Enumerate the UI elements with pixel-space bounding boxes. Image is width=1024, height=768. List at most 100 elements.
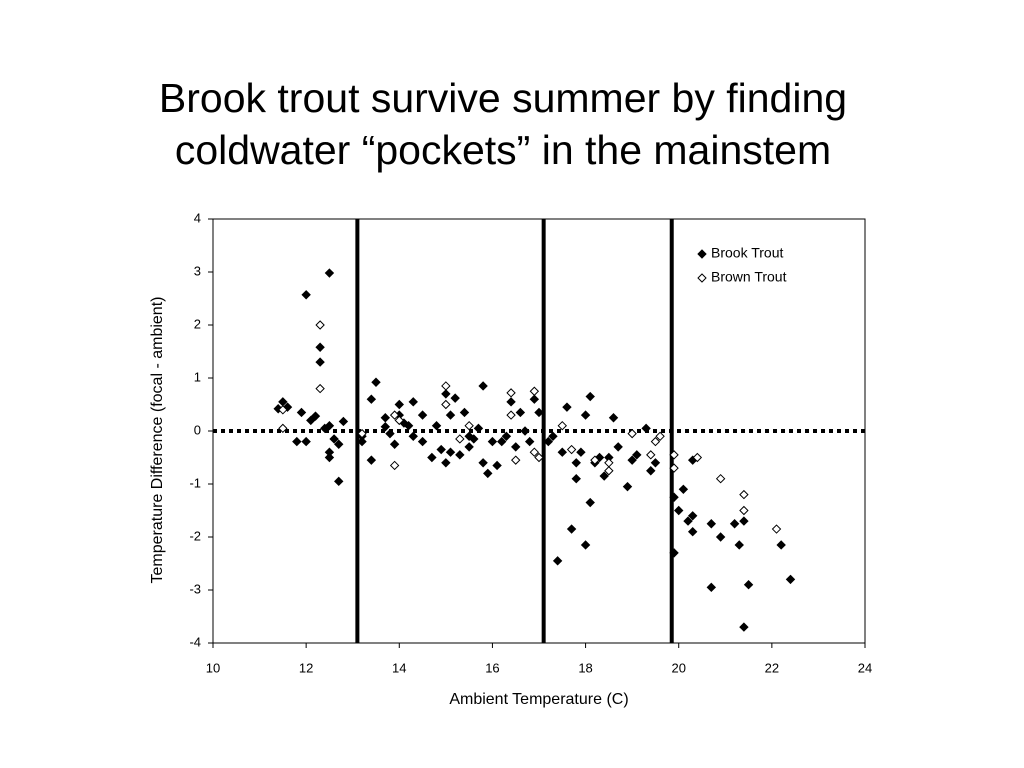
point [315, 383, 325, 394]
point [389, 460, 400, 471]
point [557, 420, 567, 431]
point [739, 505, 749, 516]
y-tick-label: -1 [189, 475, 201, 490]
point [292, 436, 302, 447]
point [380, 413, 391, 423]
point [529, 386, 540, 396]
point [334, 439, 344, 449]
point [338, 416, 349, 427]
point [506, 397, 516, 407]
legend-label: Brown Trout [711, 269, 787, 285]
point [669, 548, 679, 558]
point [739, 622, 749, 632]
x-axis-label: Ambient Temperature (C) [449, 691, 628, 708]
point [529, 447, 540, 457]
x-tick-label: 10 [206, 660, 220, 675]
point [604, 466, 614, 476]
point [329, 434, 339, 444]
legend-marker [697, 273, 707, 283]
point [571, 473, 581, 484]
point [743, 579, 754, 590]
point [715, 473, 726, 484]
point [576, 447, 586, 457]
point [566, 524, 577, 534]
point [687, 526, 698, 537]
point [534, 407, 544, 418]
point [529, 394, 540, 404]
point [455, 434, 465, 444]
point [501, 431, 512, 442]
point [315, 357, 325, 367]
point [380, 422, 391, 432]
point [441, 399, 451, 410]
point [427, 452, 437, 463]
legend-label: Brook Trout [711, 245, 783, 261]
point [771, 524, 782, 534]
point [650, 458, 661, 468]
point [515, 407, 526, 418]
point [324, 420, 335, 431]
point [585, 497, 595, 508]
point [310, 411, 321, 421]
point [464, 420, 474, 431]
point [655, 431, 665, 442]
point [692, 452, 703, 463]
point [506, 410, 516, 420]
point [566, 444, 577, 455]
point [483, 468, 493, 479]
point [469, 434, 479, 444]
point [394, 399, 404, 410]
point [385, 428, 395, 439]
point [278, 423, 288, 434]
y-tick-label: -4 [189, 634, 201, 649]
point [417, 436, 428, 447]
point [580, 540, 591, 550]
point [613, 442, 623, 452]
point [627, 428, 637, 439]
point [389, 439, 400, 449]
point [417, 410, 428, 420]
point [511, 455, 521, 465]
point [506, 388, 516, 398]
point [408, 431, 418, 442]
point [599, 471, 609, 481]
point [459, 407, 470, 418]
title-line: coldwater “pockets” in the mainstem [175, 127, 831, 173]
point [366, 394, 377, 404]
point [734, 540, 744, 550]
point [455, 450, 465, 460]
point [650, 436, 661, 447]
point [315, 320, 325, 330]
point [776, 540, 786, 550]
point [590, 455, 600, 465]
point [431, 420, 442, 431]
point [739, 516, 749, 526]
point [739, 489, 749, 500]
point [580, 410, 591, 420]
point [366, 455, 377, 465]
point [478, 458, 488, 468]
y-axis-label: Temperature Difference (focal - ambient) [149, 297, 166, 584]
point [408, 397, 418, 407]
point [511, 442, 521, 452]
point [478, 381, 488, 391]
x-tick-label: 18 [578, 660, 592, 675]
point [324, 268, 335, 278]
y-tick-label: 3 [194, 263, 201, 278]
y-tick-label: -3 [189, 581, 201, 596]
point [687, 511, 698, 521]
point [371, 377, 381, 387]
point [627, 455, 637, 465]
x-tick-label: 16 [485, 660, 499, 675]
point [585, 391, 595, 402]
point [646, 466, 656, 476]
title-line: Brook trout survive summer by finding [159, 75, 847, 121]
point [669, 450, 679, 460]
point [464, 442, 474, 452]
point [706, 519, 717, 529]
point [315, 342, 325, 352]
x-tick-label: 24 [858, 660, 872, 675]
point [604, 458, 614, 468]
point [487, 436, 498, 447]
